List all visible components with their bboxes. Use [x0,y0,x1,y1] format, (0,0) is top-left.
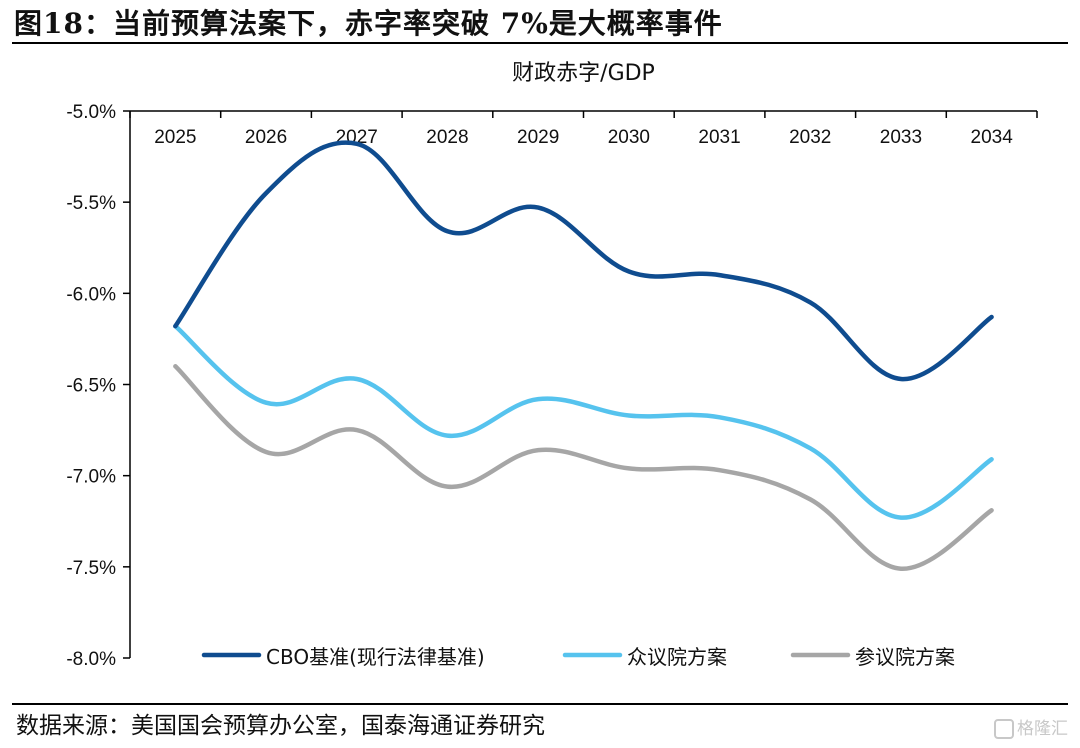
y-tick-label: -6.5% [66,376,116,397]
x-tick-label: 2033 [880,127,922,148]
source-divider [12,703,1068,705]
x-tick-label: 2030 [608,127,650,148]
chart-title: 财政赤字/GDP [512,61,655,86]
watermark-text: 格隆汇 [1017,719,1068,739]
source-note: 数据来源：美国国会预算办公室，国泰海通证券研究 [16,713,545,739]
series-line-3 [173,364,994,571]
y-tick-label: -8.0% [66,649,116,670]
y-tick-label: -5.5% [66,193,116,214]
y-tick-label: -5.0% [66,102,116,123]
x-tick-label: 2026 [245,127,287,148]
x-tick-label: 2028 [426,127,468,148]
series-line-1 [173,140,994,382]
legend-label-1: CBO基准(现行法律基准) [266,645,485,669]
x-tick-label: 2025 [154,127,196,148]
figure-title: 图18：当前预算法案下，赤字率突破 7%是大概率事件 [14,7,723,40]
y-tick-label: -7.0% [66,467,116,488]
x-tick-label: 2029 [517,127,559,148]
legend-label-3: 参议院方案 [855,645,955,669]
x-tick-label: 2032 [789,127,831,148]
series-line-2 [173,323,994,520]
x-tick-label: 2031 [698,127,740,148]
legend-label-2: 众议院方案 [627,645,727,669]
y-tick-label: -6.0% [66,284,116,305]
x-tick-label: 2034 [971,127,1014,148]
y-tick-label: -7.5% [66,558,116,579]
watermark-logo-icon [994,719,1014,739]
title-divider [12,42,1068,44]
watermark: 格隆汇 [994,714,1068,739]
